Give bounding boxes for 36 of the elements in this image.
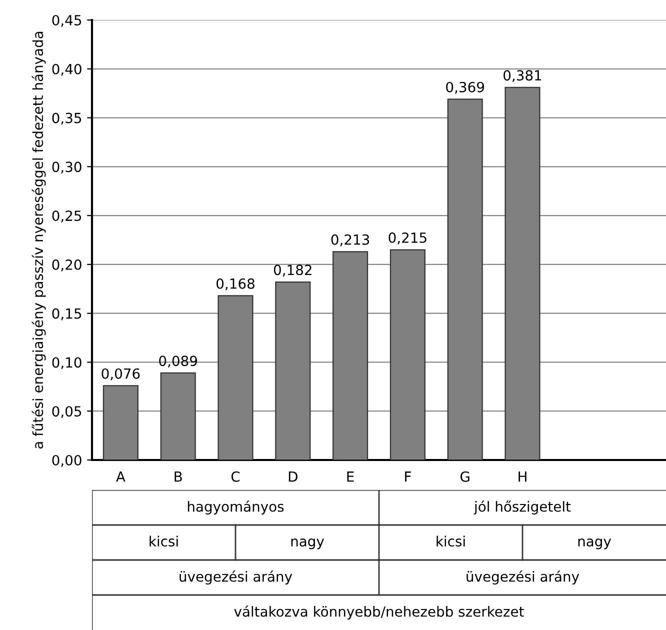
y-tick-label: 0,10 — [52, 357, 82, 370]
y-tick-label: 0,30 — [52, 162, 82, 174]
data-label: 0,369 — [446, 82, 484, 94]
data-label: 0,213 — [331, 234, 370, 246]
text: üvegezési arány — [180, 570, 292, 584]
x-tick-label: B — [174, 472, 182, 482]
text: hagyományos — [188, 500, 284, 514]
text: nagy — [578, 538, 612, 550]
y-tick-label: 0,05 — [52, 406, 82, 418]
data-label: 0,168 — [216, 278, 254, 290]
y-tick-label: 0,15 — [52, 308, 82, 320]
data-label: 0,076 — [102, 368, 140, 380]
data-label: 0,182 — [274, 264, 312, 277]
y-tick-label: 0,40 — [52, 64, 82, 76]
y-axis-title: a fűtési energiaigény passzív nyereséggel fedezett hányada — [32, 32, 46, 449]
x-tick-label: D — [288, 472, 298, 482]
y-tick-label: 0,35 — [52, 112, 82, 125]
x-tick-label: G — [460, 471, 470, 482]
x-tick-label: E — [347, 472, 354, 482]
data-label: 0,381 — [504, 70, 542, 82]
text: kicsi — [150, 536, 178, 547]
x-tick-label: H — [518, 472, 526, 482]
y-tick-label: 0,45 — [52, 14, 82, 27]
text: kicsi — [436, 536, 465, 547]
data-label: 0,215 — [388, 232, 426, 244]
y-tick-label: 0,25 — [52, 210, 82, 222]
text: jól hőszigetelt — [474, 500, 571, 514]
text: váltakozva könnyebb/nehezebb szerkezet — [234, 606, 524, 620]
y-tick-label: 0,20 — [52, 259, 82, 272]
text: nagy — [291, 538, 324, 550]
y-tick-label: 0,00 — [52, 454, 82, 467]
data-label: 0,089 — [159, 356, 198, 368]
text: üvegezési arány — [466, 570, 580, 584]
x-tick-label: C — [231, 471, 240, 482]
x-tick-label: F — [405, 472, 411, 482]
x-tick-label: A — [116, 472, 126, 482]
